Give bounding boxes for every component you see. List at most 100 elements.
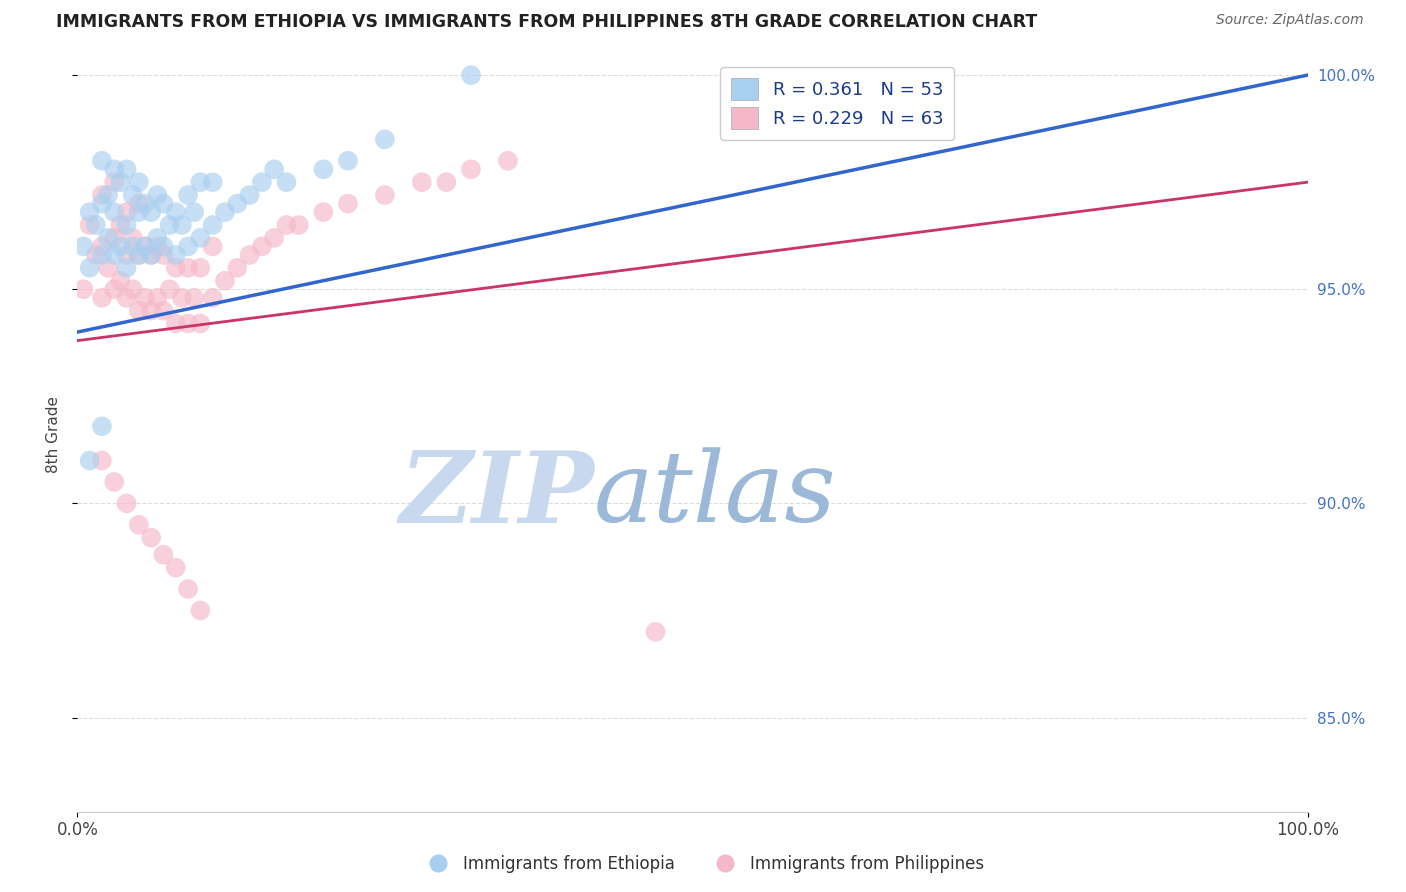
Point: [141, 205, 163, 219]
Point: [496, 153, 519, 168]
Point: [134, 239, 156, 253]
Point: [170, 218, 193, 232]
Point: [250, 175, 273, 189]
Point: [263, 162, 285, 177]
Point: [121, 239, 143, 253]
Point: [152, 248, 174, 262]
Point: [190, 175, 212, 189]
Point: [128, 175, 150, 189]
Point: [128, 196, 150, 211]
Point: [263, 231, 285, 245]
Point: [276, 218, 298, 232]
Text: ZIP: ZIP: [399, 447, 595, 543]
Point: [115, 496, 138, 510]
Point: [177, 582, 200, 596]
Point: [190, 317, 212, 331]
Point: [152, 196, 174, 211]
Point: [226, 260, 249, 275]
Point: [103, 175, 125, 189]
Point: [165, 317, 187, 331]
Point: [121, 282, 143, 296]
Point: [159, 282, 181, 296]
Point: [214, 205, 236, 219]
Point: [128, 517, 150, 532]
Point: [460, 162, 482, 177]
Point: [190, 260, 212, 275]
Point: [134, 291, 156, 305]
Point: [288, 218, 311, 232]
Point: [79, 453, 101, 467]
Point: [170, 291, 193, 305]
Point: [90, 291, 114, 305]
Point: [337, 153, 360, 168]
Point: [177, 188, 200, 202]
Point: [165, 248, 187, 262]
Point: [152, 239, 174, 253]
Point: [146, 291, 169, 305]
Point: [103, 248, 125, 262]
Point: [165, 560, 187, 574]
Point: [115, 218, 138, 232]
Point: [239, 188, 262, 202]
Point: [201, 239, 224, 253]
Point: [159, 218, 181, 232]
Point: [312, 162, 335, 177]
Point: [152, 303, 174, 318]
Point: [201, 175, 224, 189]
Point: [214, 274, 236, 288]
Point: [134, 196, 156, 211]
Point: [115, 260, 138, 275]
Point: [90, 196, 114, 211]
Point: [72, 239, 94, 253]
Point: [165, 260, 187, 275]
Point: [115, 291, 138, 305]
Point: [141, 531, 163, 545]
Point: [183, 291, 205, 305]
Point: [190, 231, 212, 245]
Point: [128, 248, 150, 262]
Point: [90, 248, 114, 262]
Point: [190, 603, 212, 617]
Point: [110, 218, 132, 232]
Point: [115, 205, 138, 219]
Point: [97, 260, 120, 275]
Text: Source: ZipAtlas.com: Source: ZipAtlas.com: [1216, 13, 1364, 28]
Point: [239, 248, 262, 262]
Point: [97, 231, 120, 245]
Point: [79, 205, 101, 219]
Point: [436, 175, 458, 189]
Point: [72, 282, 94, 296]
Point: [177, 239, 200, 253]
Text: IMMIGRANTS FROM ETHIOPIA VS IMMIGRANTS FROM PHILIPPINES 8TH GRADE CORRELATION CH: IMMIGRANTS FROM ETHIOPIA VS IMMIGRANTS F…: [56, 13, 1038, 31]
Point: [84, 218, 107, 232]
Point: [90, 453, 114, 467]
Point: [128, 303, 150, 318]
Point: [103, 282, 125, 296]
Point: [103, 205, 125, 219]
Point: [128, 248, 150, 262]
Point: [90, 188, 114, 202]
Point: [141, 248, 163, 262]
Point: [312, 205, 335, 219]
Legend: R = 0.361   N = 53, R = 0.229   N = 63: R = 0.361 N = 53, R = 0.229 N = 63: [720, 67, 955, 140]
Legend: Immigrants from Ethiopia, Immigrants from Philippines: Immigrants from Ethiopia, Immigrants fro…: [415, 848, 991, 880]
Point: [128, 205, 150, 219]
Point: [337, 196, 360, 211]
Point: [84, 248, 107, 262]
Point: [141, 303, 163, 318]
Point: [121, 188, 143, 202]
Point: [90, 239, 114, 253]
Point: [90, 419, 114, 434]
Point: [110, 274, 132, 288]
Point: [226, 196, 249, 211]
Point: [121, 231, 143, 245]
Point: [411, 175, 433, 189]
Point: [644, 624, 666, 639]
Point: [110, 239, 132, 253]
Point: [201, 291, 224, 305]
Point: [152, 548, 174, 562]
Point: [90, 153, 114, 168]
Point: [165, 205, 187, 219]
Point: [250, 239, 273, 253]
Point: [141, 248, 163, 262]
